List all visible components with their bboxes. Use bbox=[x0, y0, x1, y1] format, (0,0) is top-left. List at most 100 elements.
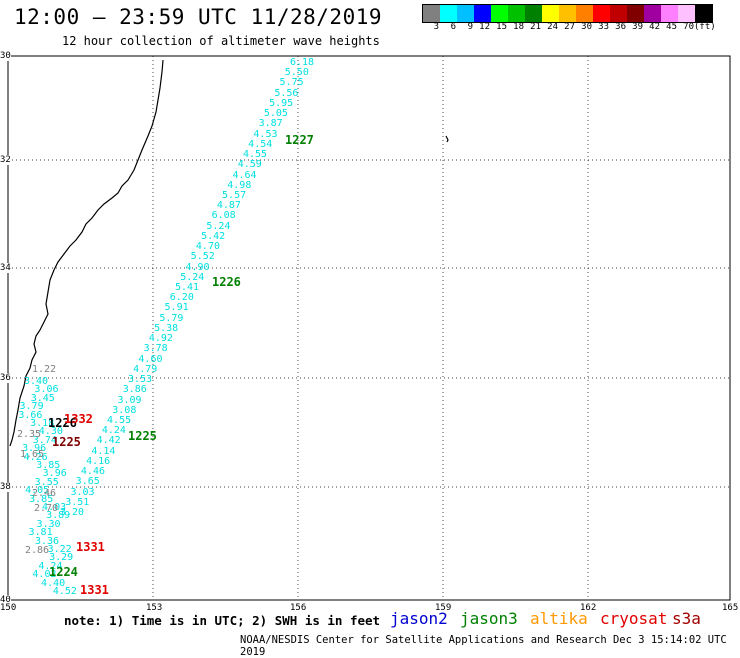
wave-height-value: 5.24 bbox=[180, 271, 205, 283]
wave-height-value: 3.65 bbox=[75, 476, 100, 488]
wave-height-value: 4.98 bbox=[227, 179, 252, 191]
legend-swatch bbox=[508, 5, 525, 22]
latitude-label: 30 bbox=[0, 51, 11, 61]
wave-height-value: 3.66 bbox=[18, 409, 43, 421]
wave-height-value: 5.24 bbox=[206, 220, 231, 232]
wave-height-value: 4.02 bbox=[32, 569, 57, 581]
satellite-legend-item: jason2 bbox=[390, 609, 448, 628]
legend-label: 27 bbox=[564, 22, 575, 32]
wave-height-value: 6.08 bbox=[211, 210, 236, 222]
wave-height-value: 4.30 bbox=[38, 426, 63, 438]
legend-swatch bbox=[661, 5, 678, 22]
legend-swatch bbox=[695, 5, 712, 22]
wave-height-value: 1.22 bbox=[32, 364, 57, 375]
pass-time-label: 1226 bbox=[48, 416, 77, 430]
map-frame bbox=[7, 55, 731, 601]
wave-height-value: 3.18 bbox=[30, 418, 55, 429]
satellite-legend-item: cryosat bbox=[600, 609, 668, 628]
wave-height-value: 3.29 bbox=[49, 552, 74, 564]
island-mark bbox=[445, 135, 449, 143]
legend-swatch bbox=[559, 5, 576, 22]
wave-height-value: 4.60 bbox=[138, 353, 163, 365]
legend-swatch bbox=[576, 5, 593, 22]
wave-height-value: 5.56 bbox=[274, 87, 299, 99]
wave-height-value: 3.36 bbox=[35, 535, 60, 547]
wave-height-value: 4.87 bbox=[216, 200, 241, 212]
wave-height-value: 4.40 bbox=[41, 577, 66, 589]
legend-label: 9 bbox=[467, 22, 473, 32]
wave-height-value: 6.18 bbox=[290, 57, 315, 68]
wave-height-value: 3.08 bbox=[112, 404, 137, 416]
wave-height-value: 3.85 bbox=[36, 460, 61, 471]
legend-label: 18 bbox=[513, 22, 524, 32]
wave-height-value: 3.96 bbox=[22, 443, 47, 455]
longitude-label: 159 bbox=[435, 603, 452, 613]
legend-label: 21 bbox=[530, 22, 541, 32]
wave-height-value: 5.50 bbox=[284, 67, 309, 79]
legend-label: 3 bbox=[433, 22, 439, 32]
legend-label: 6 bbox=[450, 22, 456, 32]
wave-height-value: 4.55 bbox=[107, 414, 132, 426]
wave-height-value: 4.54 bbox=[248, 138, 273, 150]
legend-label: 39 bbox=[632, 22, 643, 32]
page-title: 12:00 – 23:59 UTC 11/28/2019 bbox=[14, 5, 383, 29]
wave-height-value: 4.24 bbox=[101, 425, 126, 437]
wave-height-value: 4.70 bbox=[195, 241, 220, 253]
wave-height-value: 6.20 bbox=[169, 292, 194, 304]
wave-height-value: 5.79 bbox=[159, 312, 184, 324]
wave-height-value: 3.86 bbox=[122, 384, 147, 396]
wave-height-value: 3.20 bbox=[60, 507, 85, 518]
legend-swatch bbox=[627, 5, 644, 22]
wave-height-value: 4.92 bbox=[148, 333, 173, 345]
graticule bbox=[8, 56, 730, 600]
wave-height-value: 5.41 bbox=[175, 282, 200, 293]
wave-height-value: 4.42 bbox=[96, 435, 121, 447]
wave-height-value: 4.26 bbox=[23, 451, 48, 463]
wave-height-value: 4.55 bbox=[242, 149, 268, 161]
satellite-legend-item: altika bbox=[530, 609, 588, 628]
legend-swatch bbox=[423, 5, 440, 22]
wave-height-value: 3.74 bbox=[32, 434, 57, 446]
pass-time-label: 1226 bbox=[212, 275, 241, 289]
latitude-label: 34 bbox=[0, 263, 11, 273]
pass-time-label: 1225 bbox=[128, 429, 157, 443]
legend-label: 15 bbox=[496, 22, 507, 32]
wave-height-value: 5.91 bbox=[164, 302, 189, 314]
satellite-legend-item: jason3 bbox=[460, 609, 518, 628]
longitude-label: 156 bbox=[290, 603, 307, 613]
legend-swatch bbox=[678, 5, 695, 22]
wave-height-value: 3.22 bbox=[47, 544, 72, 555]
page-subtitle: 12 hour collection of altimeter wave hei… bbox=[62, 34, 380, 48]
wave-height-value: 4.64 bbox=[232, 169, 257, 181]
wave-height-value: 4.16 bbox=[86, 455, 111, 467]
wave-height-value: 3.51 bbox=[65, 496, 90, 508]
longitude-label: 162 bbox=[580, 603, 597, 613]
wave-height-value: 4.79 bbox=[133, 363, 158, 375]
wave-height-value: 1.65 bbox=[20, 449, 45, 460]
legend-swatch bbox=[457, 5, 474, 22]
legend-swatch bbox=[491, 5, 508, 22]
wave-height-value: 4.24 bbox=[38, 560, 63, 572]
wave-height-value: 3.79 bbox=[19, 401, 44, 413]
legend-label: 70 bbox=[683, 22, 694, 32]
latitude-label: 32 bbox=[0, 155, 11, 165]
latitude-label: 36 bbox=[0, 373, 11, 383]
pass-time-label: 1227 bbox=[285, 133, 314, 147]
wave-height-value: 5.95 bbox=[269, 97, 294, 109]
wave-height-value: 5.52 bbox=[190, 251, 215, 263]
legend-swatch bbox=[474, 5, 491, 22]
legend-swatch bbox=[610, 5, 627, 22]
wave-height-value: 3.06 bbox=[34, 384, 59, 396]
legend-label: 45 bbox=[666, 22, 677, 32]
wave-height-value: 3.85 bbox=[29, 493, 54, 505]
wave-height-value: 3.03 bbox=[70, 486, 95, 498]
wave-height-value: 4.53 bbox=[253, 128, 278, 140]
wave-height-value: 3.09 bbox=[117, 394, 142, 406]
wave-height-value: 3.40 bbox=[24, 376, 49, 387]
wave-height-value: 2.35 bbox=[17, 429, 42, 440]
wave-height-value: 5.42 bbox=[201, 230, 226, 242]
wave-height-value: 2.46 bbox=[32, 488, 57, 499]
wave-height-value: 5.38 bbox=[154, 322, 179, 334]
legend-swatch bbox=[440, 5, 457, 22]
